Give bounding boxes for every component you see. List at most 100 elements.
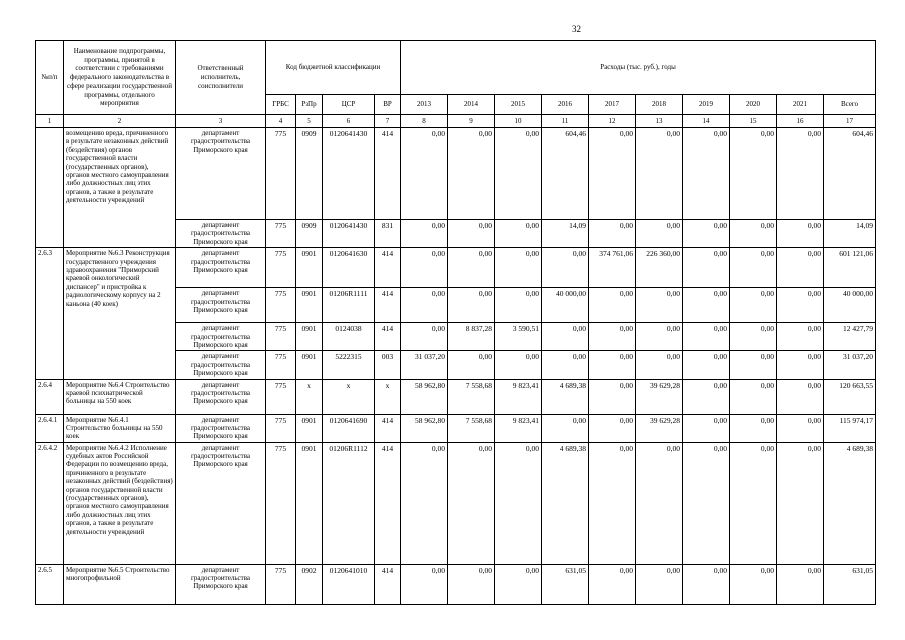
value-cell: 604,46 (823, 127, 877, 220)
table-row: 2.6.4 Мероприятие №6.4 Строительство кра… (35, 378, 877, 415)
value-cell: 0,00 (776, 350, 825, 380)
cell-name: Мероприятие №6.4.2 Исполнение судебных а… (63, 441, 176, 565)
value-cell: 631,05 (541, 563, 590, 605)
value-cell: 0,00 (729, 322, 778, 352)
col-index: 3 (175, 114, 266, 128)
col-index: 9 (447, 114, 496, 128)
cell-name: Мероприятие №6.3 Реконструкция государст… (63, 247, 176, 380)
cell-grbs: 775 (265, 287, 296, 324)
cell-rzpr: 0909 (295, 218, 323, 249)
cell-csr: 0120641010 (322, 563, 375, 605)
value-cell: 9 823,41 (494, 413, 543, 443)
value-cell: 0,00 (729, 441, 778, 565)
col-index: 4 (265, 114, 296, 128)
value-cell: 0,00 (541, 350, 590, 380)
col-index: 16 (776, 114, 825, 128)
value-cell: 0,00 (729, 218, 778, 249)
cell-executor: департамент градостроительства Приморско… (175, 218, 266, 249)
value-cell: 40 000,00 (541, 287, 590, 324)
cell-name: Мероприятие №6.4.1 Строительство больниц… (63, 413, 176, 443)
cell-vr: 831 (373, 218, 402, 249)
budget-table: №п/п Наименование подпрограммы, программ… (35, 40, 877, 605)
cell-vr: 003 (373, 350, 402, 380)
cell-rzpr: 0901 (295, 350, 323, 380)
value-cell: 0,00 (447, 247, 496, 289)
cell-rzpr: 0909 (295, 127, 323, 220)
value-cell: 0,00 (729, 413, 778, 443)
col-index: 11 (541, 114, 590, 128)
table-row: 2.6.4.2 Мероприятие №6.4.2 Исполнение су… (35, 441, 877, 565)
value-cell: 0,00 (729, 247, 778, 289)
col-index: 15 (729, 114, 778, 128)
cell-executor: департамент градостроительства Приморско… (175, 441, 266, 565)
table-row: возмещению вреда, причиненного в результ… (35, 126, 877, 249)
value-cell: 374 761,06 (588, 247, 637, 289)
cell-grbs: 775 (265, 378, 296, 415)
value-cell: 0,00 (588, 350, 637, 380)
header-year-2018: 2018 (635, 94, 684, 115)
cell-num: 2.6.5 (35, 563, 64, 605)
value-cell: 0,00 (400, 441, 449, 565)
header-year-2019: 2019 (682, 94, 731, 115)
cell-csr: 0120641630 (322, 247, 375, 289)
cell-csr: 0120641430 (322, 218, 375, 249)
header-csr: ЦСР (322, 94, 375, 115)
value-cell: 0,00 (447, 218, 496, 249)
value-cell: 31 037,20 (823, 350, 877, 380)
page-number: 32 (572, 24, 581, 34)
table-row: 2.6.5 Мероприятие №6.5 Строительство мно… (35, 563, 877, 605)
value-cell: 0,00 (682, 563, 731, 605)
cell-vr: 414 (373, 441, 402, 565)
value-cell: 0,00 (682, 378, 731, 415)
cell-csr: 0120641430 (322, 127, 375, 220)
header-executor: Ответственный исполнитель, соисполнители (175, 40, 266, 115)
value-cell: 0,00 (682, 350, 731, 380)
header-name: Наименование подпрограммы, программы, пр… (63, 40, 176, 115)
table-row: 2.6.3 Мероприятие №6.3 Реконструкция гос… (35, 247, 877, 380)
value-cell: 14,09 (823, 218, 877, 249)
value-cell: 0,00 (776, 287, 825, 324)
col-index: 14 (682, 114, 731, 128)
header-total: Всего (823, 94, 877, 115)
value-cell: 0,00 (588, 218, 637, 249)
value-cell: 0,00 (729, 350, 778, 380)
value-cell: 40 000,00 (823, 287, 877, 324)
value-cell: 0,00 (588, 322, 637, 352)
cell-vr: 414 (373, 127, 402, 220)
value-cell: 631,05 (823, 563, 877, 605)
col-index: 12 (588, 114, 637, 128)
cell-csr: 5222315 (322, 350, 375, 380)
cell-grbs: 775 (265, 441, 296, 565)
value-cell: 31 037,20 (400, 350, 449, 380)
value-cell: 0,00 (776, 127, 825, 220)
cell-rzpr: 0901 (295, 441, 323, 565)
value-cell: 0,00 (635, 218, 684, 249)
col-index: 7 (373, 114, 402, 128)
cell-csr: 01206R1111 (322, 287, 375, 324)
value-cell: 0,00 (494, 127, 543, 220)
value-cell: 0,00 (494, 287, 543, 324)
value-cell: 0,00 (447, 127, 496, 220)
value-cell: 0,00 (400, 563, 449, 605)
cell-rzpr: x (295, 378, 323, 415)
value-cell: 0,00 (400, 127, 449, 220)
value-cell: 0,00 (776, 378, 825, 415)
value-cell: 0,00 (541, 247, 590, 289)
value-cell: 39 629,28 (635, 378, 684, 415)
value-cell: 58 962,80 (400, 413, 449, 443)
cell-csr: 01206R1112 (322, 441, 375, 565)
value-cell: 0,00 (447, 563, 496, 605)
cell-name: возмещению вреда, причиненного в результ… (63, 126, 176, 249)
value-cell: 0,00 (494, 441, 543, 565)
value-cell: 0,00 (494, 247, 543, 289)
value-cell: 0,00 (729, 127, 778, 220)
cell-num: 2.6.4.2 (35, 441, 64, 565)
value-cell: 120 663,55 (823, 378, 877, 415)
cell-executor: департамент градостроительства Приморско… (175, 378, 266, 415)
value-cell: 0,00 (400, 247, 449, 289)
value-cell: 0,00 (494, 350, 543, 380)
cell-rzpr: 0901 (295, 247, 323, 289)
value-cell: 604,46 (541, 127, 590, 220)
header-year-2017: 2017 (588, 94, 637, 115)
